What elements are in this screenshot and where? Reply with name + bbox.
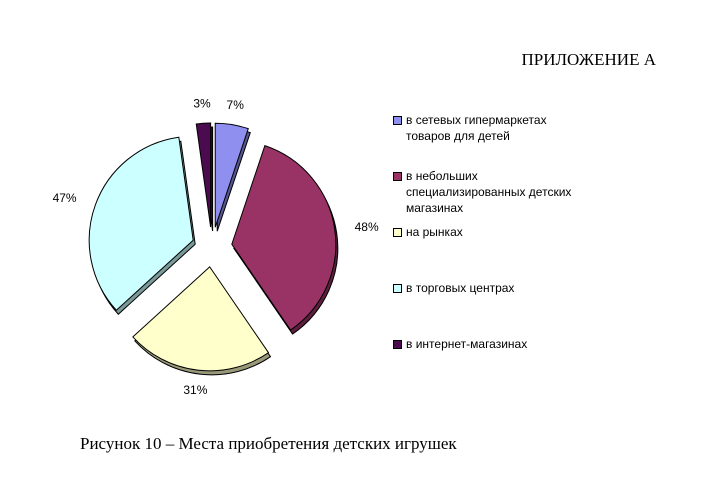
figure-caption: Рисунок 10 – Места приобретения детских … xyxy=(80,434,457,453)
legend-item-3: на рынках xyxy=(393,224,463,240)
pie-slice-3 xyxy=(132,266,270,372)
pie-slice-4-label: 47% xyxy=(53,191,77,205)
legend-item-5: в интернет-магазинах xyxy=(393,336,527,352)
pie-slice-5 xyxy=(195,122,212,228)
pie-slice-4 xyxy=(88,136,194,311)
legend-swatch-2 xyxy=(393,172,402,181)
legend-swatch-5 xyxy=(393,340,402,349)
legend-swatch-3 xyxy=(393,228,402,237)
legend-label-3: на рынках xyxy=(406,225,463,239)
legend-swatch-1 xyxy=(393,116,402,125)
pie-slice-5-label: 3% xyxy=(193,96,211,110)
legend-item-1: в сетевых гипермаркетах товаров для дете… xyxy=(393,112,593,144)
pie-slice-1 xyxy=(214,122,249,228)
appendix-heading: ПРИЛОЖЕНИЕ А xyxy=(521,50,656,69)
legend-label-2: в небольших специализированных детских м… xyxy=(406,169,572,215)
pie-slice-2 xyxy=(231,144,337,331)
pie-slice-1-label: 7% xyxy=(227,98,245,112)
legend-item-2: в небольших специализированных детских м… xyxy=(393,168,593,216)
legend-item-4: в торговых центрах xyxy=(393,280,514,296)
pie-slice-2-label: 48% xyxy=(355,220,379,234)
legend-label-5: в интернет-магазинах xyxy=(406,337,528,351)
legend-label-4: в торговых центрах xyxy=(406,281,515,295)
legend-swatch-4 xyxy=(393,284,402,293)
legend-label-1: в сетевых гипермаркетах товаров для дете… xyxy=(406,113,547,143)
pie-slice-3-label: 31% xyxy=(183,383,207,397)
